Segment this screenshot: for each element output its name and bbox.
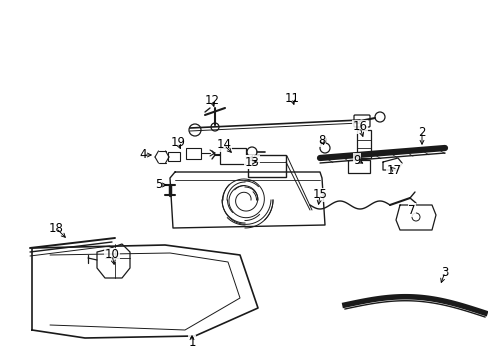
Text: 10: 10 [104,248,119,261]
Text: 13: 13 [244,156,259,168]
Text: 16: 16 [352,121,367,134]
Text: 11: 11 [284,91,299,104]
Text: 7: 7 [407,203,415,216]
Text: 5: 5 [155,179,163,192]
Text: 15: 15 [312,189,327,202]
Text: 8: 8 [318,134,325,147]
Text: 4: 4 [139,148,146,162]
Text: 18: 18 [48,221,63,234]
Text: 1: 1 [188,336,195,348]
Text: 14: 14 [216,139,231,152]
Text: 6: 6 [246,156,253,168]
Text: 9: 9 [352,153,360,166]
Text: 2: 2 [417,126,425,139]
Text: 17: 17 [386,163,401,176]
Text: 12: 12 [204,94,219,107]
Text: 3: 3 [440,266,448,279]
Text: 19: 19 [170,136,185,149]
